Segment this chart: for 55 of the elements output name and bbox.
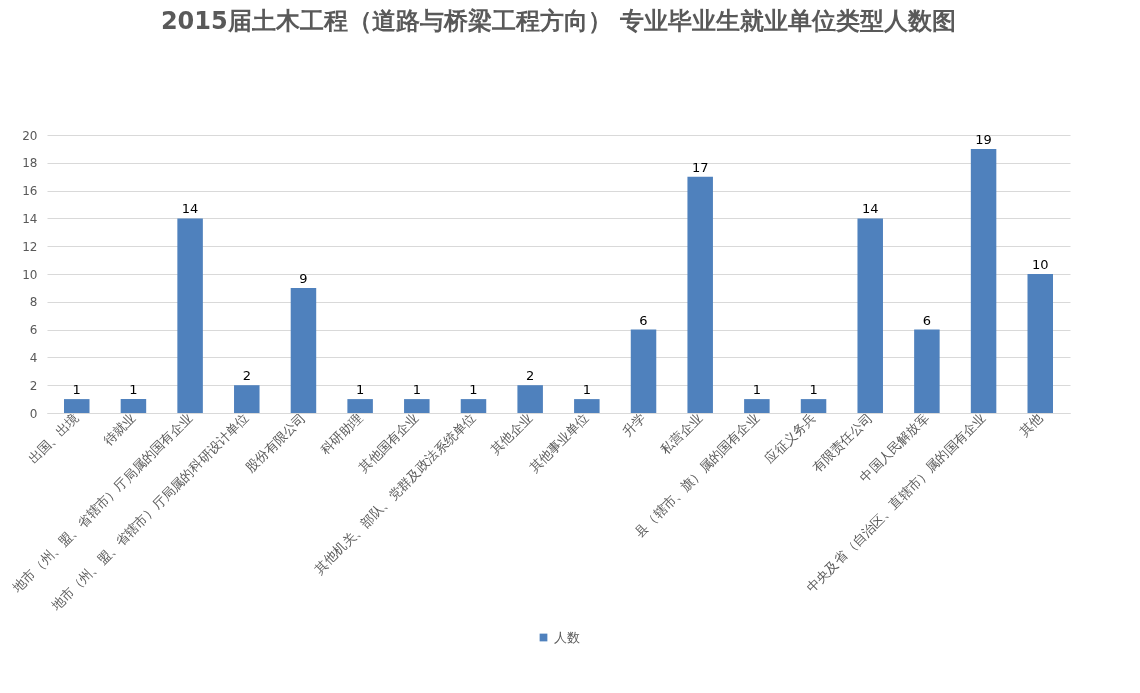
data-label: 17: [691, 159, 709, 175]
data-label: 1: [129, 382, 138, 398]
y-tick-label: 18: [22, 156, 38, 171]
data-label: 1: [752, 382, 762, 398]
legend-label: 人数: [554, 629, 580, 645]
bar: [914, 329, 940, 413]
data-label: 1: [72, 382, 81, 398]
bar: [574, 399, 600, 413]
y-tick-label: 2: [29, 378, 38, 393]
chart-title: 2015届土木工程（道路与桥梁工程方向） 专业毕业生就业单位类型人数图: [160, 7, 957, 35]
y-tick-label: 12: [22, 239, 38, 254]
x-tick-label: 私营企业: [657, 409, 706, 458]
data-label: 14: [181, 201, 199, 217]
data-label: 2: [242, 368, 251, 384]
bar: [800, 399, 827, 413]
data-label: 9: [299, 270, 308, 286]
x-tick-label: 待就业: [100, 409, 139, 449]
x-tick-label: 科研助理: [317, 409, 366, 458]
data-label: 14: [861, 201, 879, 217]
data-label: 1: [809, 382, 818, 398]
data-label: 2: [526, 368, 535, 384]
y-tick-label: 16: [22, 184, 38, 199]
data-label: 19: [975, 131, 992, 147]
y-tick-label: 4: [29, 350, 38, 365]
bar: [517, 385, 543, 413]
data-label: 1: [412, 382, 421, 398]
bar: [120, 399, 147, 413]
data-label: 10: [1031, 257, 1049, 272]
data-label: 6: [922, 312, 932, 328]
x-tick-label: 其他企业: [487, 409, 536, 458]
y-tick-label: 20: [22, 128, 38, 143]
data-label: 1: [469, 382, 478, 398]
y-tick-label: 10: [22, 267, 38, 282]
bar: [234, 385, 260, 413]
bar: [404, 399, 430, 413]
bar: [687, 176, 713, 413]
bar: [460, 399, 487, 413]
x-tick-label: 其他: [1016, 409, 1046, 439]
x-tick-label: 升学: [619, 409, 649, 439]
y-tick-label: 14: [22, 211, 38, 226]
bar: [970, 148, 997, 413]
bar: [177, 218, 203, 413]
bar: [290, 287, 317, 413]
y-tick-label: 6: [29, 323, 38, 338]
bar: [857, 218, 883, 413]
data-label: 6: [639, 312, 648, 328]
bar: [630, 329, 657, 413]
bar: [347, 399, 373, 413]
bar: [1027, 274, 1053, 413]
bar: [744, 399, 770, 413]
y-tick-label: 8: [29, 295, 38, 310]
y-tick-label: 0: [29, 406, 38, 421]
data-label: 1: [582, 382, 591, 398]
data-label: 1: [355, 382, 365, 398]
bar: [64, 399, 90, 413]
